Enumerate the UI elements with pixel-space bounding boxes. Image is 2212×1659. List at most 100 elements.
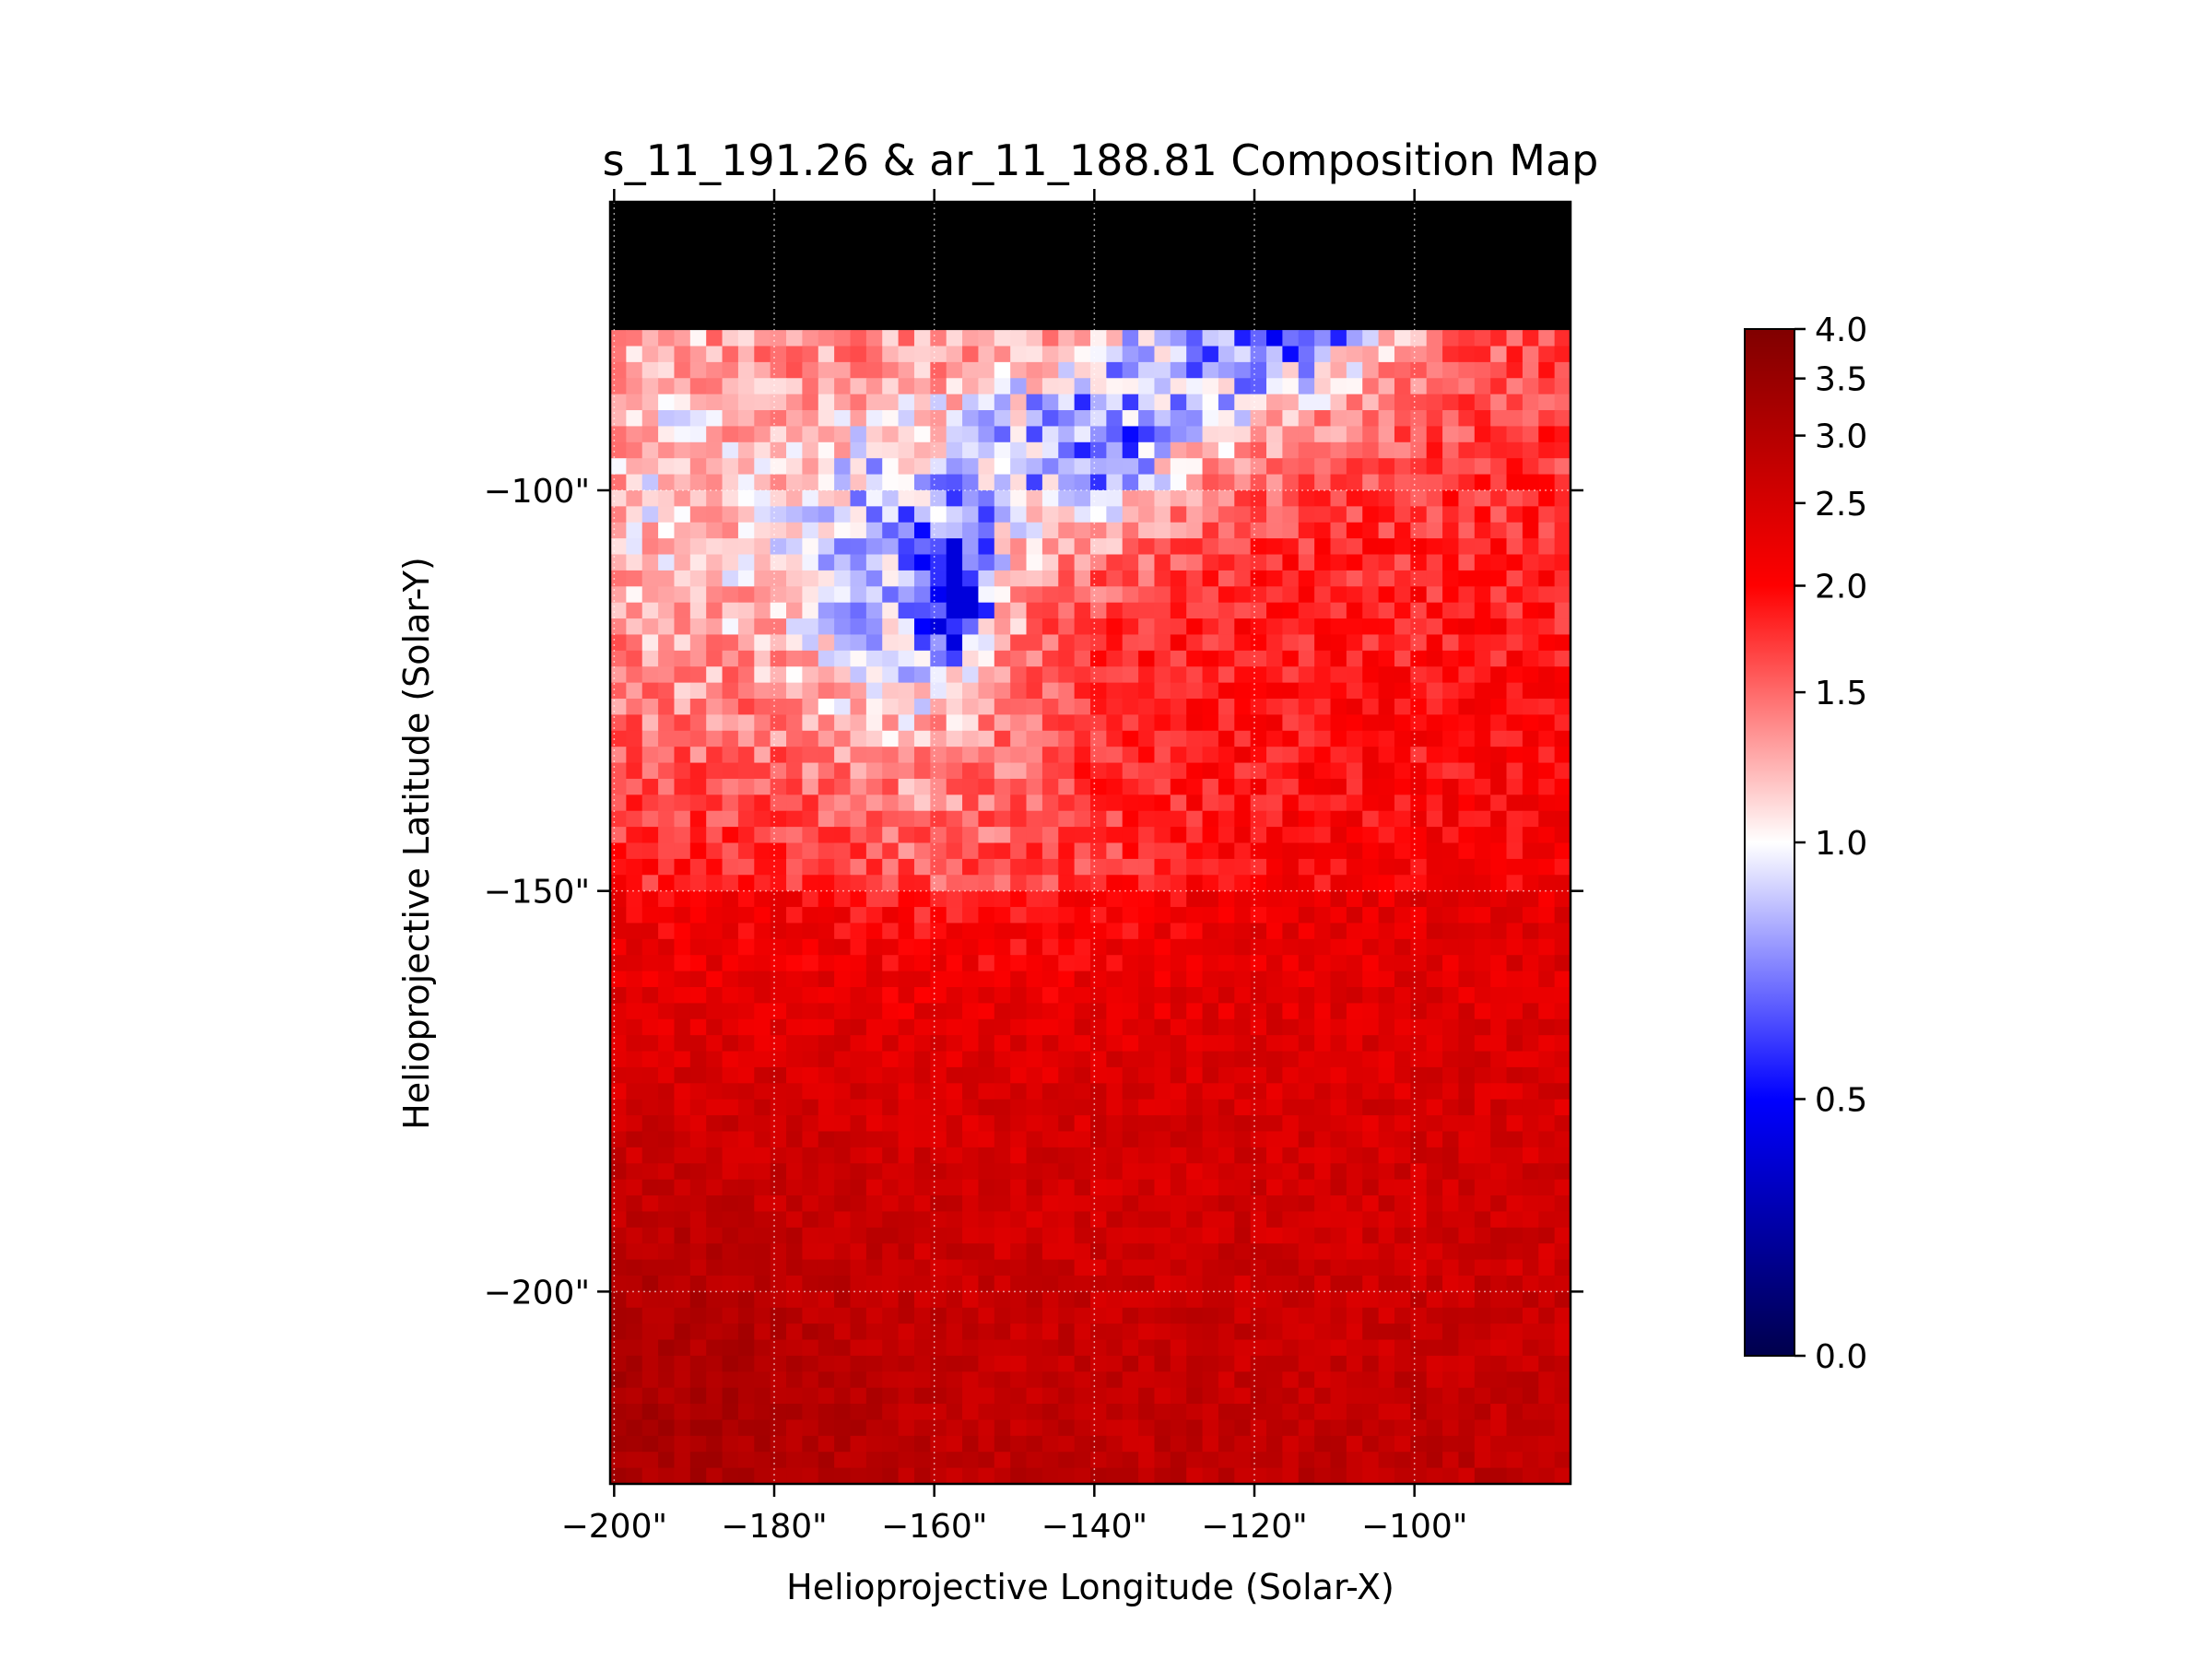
heatmap-cell [1250,1179,1267,1196]
heatmap-cell [1554,218,1571,235]
heatmap-cell [802,218,819,235]
heatmap-cell [994,458,1011,476]
heatmap-cell [754,202,771,218]
heatmap-cell [834,778,852,795]
heatmap-cell [1490,858,1508,876]
heatmap-cell [1426,1003,1443,1020]
heatmap-cell [1458,986,1476,1004]
heatmap-cell [770,1163,787,1181]
heatmap-cell [1410,1259,1428,1277]
heatmap-cell [1522,1275,1539,1292]
heatmap-cell [1346,971,1363,988]
heatmap-cell [737,778,755,795]
heatmap-cell [994,618,1011,636]
heatmap-cell [1538,218,1556,235]
heatmap-cell [1010,666,1028,684]
heatmap-cell [1522,971,1539,988]
heatmap-cell [913,1147,931,1164]
heatmap-cell [1138,586,1156,604]
heatmap-cell [1250,1307,1267,1324]
heatmap-cell [1026,666,1043,684]
heatmap-cell [994,907,1011,924]
heatmap-cell [1106,618,1124,636]
heatmap-cell [1314,666,1332,684]
heatmap-cell [1458,890,1476,908]
heatmap-cell [1314,875,1332,892]
heatmap-cell [1106,265,1124,283]
heatmap-cell [1122,426,1139,443]
heatmap-cell [1394,907,1411,924]
heatmap-cell [978,762,995,780]
heatmap-cell [1234,858,1252,876]
heatmap-cell [1074,1324,1091,1341]
heatmap-cell [930,1099,947,1116]
heatmap-cell [1442,1387,1460,1405]
heatmap-cell [1058,1259,1076,1277]
heatmap-cell [1458,1066,1476,1084]
heatmap-cell [818,1452,835,1469]
heatmap-cell [850,827,867,844]
heatmap-cell [754,441,771,459]
heatmap-cell [882,971,900,988]
heatmap-cell [1026,570,1043,587]
heatmap-cell [946,538,963,556]
heatmap-cell [946,1147,963,1164]
heatmap-cell [978,474,995,491]
heatmap-cell [978,378,995,395]
heatmap-cell [1506,955,1524,972]
heatmap-cell [1041,458,1059,476]
heatmap-cell [626,1018,643,1036]
heatmap-cell [1170,875,1187,892]
heatmap-cell [1410,1419,1428,1437]
heatmap-cell [1362,298,1380,315]
heatmap-cell [1314,1243,1332,1261]
heatmap-cell [1266,1115,1283,1133]
heatmap-cell [706,858,724,876]
heatmap-cell [1330,955,1347,972]
heatmap-cell [882,1211,900,1229]
heatmap-cell [1074,522,1091,539]
heatmap-cell [865,747,883,764]
heatmap-cell [913,794,931,812]
heatmap-cell [1074,747,1091,764]
heatmap-cell [1234,794,1252,812]
heatmap-cell [1138,1452,1156,1469]
heatmap-cell [1314,570,1332,587]
colorbar-ticks: 4.03.53.02.52.01.51.00.50.0 [1794,312,1867,1376]
heatmap-cell [1490,1179,1508,1196]
heatmap-cell [1458,330,1476,347]
heatmap-cell [658,1419,676,1437]
heatmap-cell [1186,1419,1204,1437]
heatmap-cell [946,1371,963,1389]
heatmap-cell [994,778,1011,795]
heatmap-cell [913,634,931,652]
heatmap-cell [1170,570,1187,587]
heatmap-cell [1090,1339,1107,1357]
heatmap-cell [641,1467,659,1485]
heatmap-cell [1058,794,1076,812]
heatmap-cell [1394,634,1411,652]
heatmap-cell [1490,1211,1508,1229]
heatmap-cell [1378,1435,1395,1453]
heatmap-cell [1442,827,1460,844]
heatmap-cell [1026,890,1043,908]
heatmap-cell [1202,1324,1219,1341]
heatmap-cell [1522,1452,1539,1469]
heatmap-cell [1010,489,1028,507]
heatmap-cell [1330,971,1347,988]
heatmap-cell [1474,1083,1491,1100]
heatmap-cell [802,1339,819,1357]
heatmap-cell [1314,330,1332,347]
heatmap-cell [802,1243,819,1261]
heatmap-cell [1314,586,1332,604]
heatmap-cell [834,827,852,844]
heatmap-cell [1394,410,1411,428]
heatmap-cell [737,1115,755,1133]
heatmap-cell [1010,1195,1028,1213]
heatmap-cell [1490,1035,1508,1053]
heatmap-cell [1554,378,1571,395]
heatmap-cell [737,458,755,476]
heatmap-cell [978,747,995,764]
heatmap-cell [1394,986,1411,1004]
heatmap-cell [818,907,835,924]
